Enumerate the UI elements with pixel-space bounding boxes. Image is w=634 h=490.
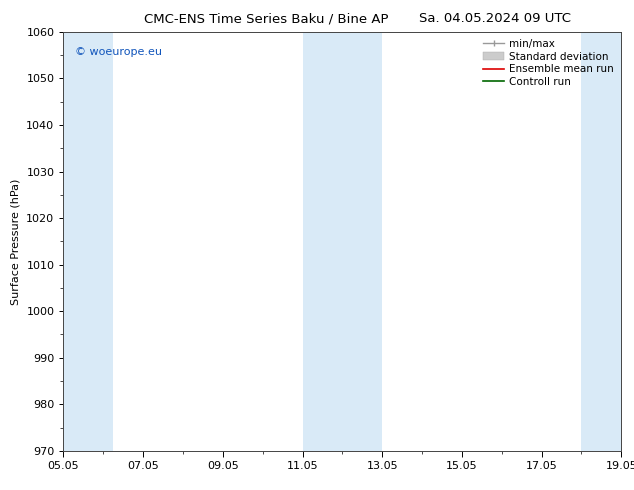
Legend: min/max, Standard deviation, Ensemble mean run, Controll run: min/max, Standard deviation, Ensemble me… [481,37,616,89]
Bar [581,32,621,451]
Bar [63,32,113,451]
Y-axis label: Surface Pressure (hPa): Surface Pressure (hPa) [11,178,21,304]
Text: CMC-ENS Time Series Baku / Bine AP: CMC-ENS Time Series Baku / Bine AP [144,12,389,25]
Text: Sa. 04.05.2024 09 UTC: Sa. 04.05.2024 09 UTC [418,12,571,25]
Bar [302,32,382,451]
Text: © woeurope.eu: © woeurope.eu [75,47,162,56]
